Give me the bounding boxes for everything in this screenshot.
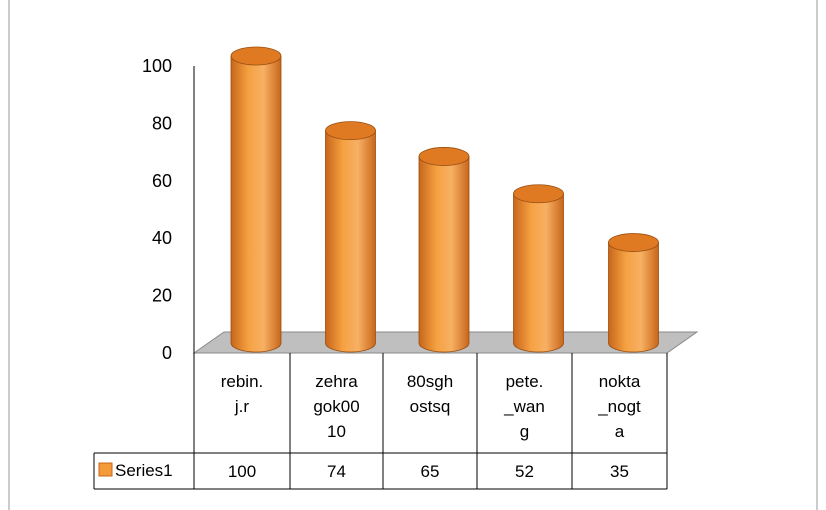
value-label: 65 [421,462,440,481]
category-label: pete. _wan g [503,372,545,441]
bars-group [230,46,659,353]
chart-border [8,0,818,510]
category-label: 80sgh ostsq [407,372,453,416]
value-label: 35 [610,462,629,481]
data-table: Series1 rebin. j.r zehra gok00 10 80sgh ostsq p… [93,353,668,490]
y-tick-label: 40 [152,228,172,248]
y-tick-label: 60 [152,171,172,191]
y-tick-label: 100 [142,56,172,76]
category-label: zehra gok00 10 [313,372,359,441]
value-label: 74 [327,462,346,481]
legend-swatch [98,462,113,477]
y-tick-labels: 0 20 40 60 80 100 [142,56,172,363]
value-label: 100 [228,462,256,481]
value-label: 52 [515,462,534,481]
bar [418,147,470,353]
bar [608,233,659,353]
value-labels: 100 74 65 52 35 [228,462,629,481]
y-tick-label: 0 [162,343,172,363]
bar [325,121,376,353]
series-name-label: Series1 [115,461,173,480]
category-label: rebin. j.r [221,372,264,416]
y-tick-label: 80 [152,113,172,133]
category-label: nokta _nogt a [597,372,641,441]
bar [513,184,564,353]
bar [230,46,282,353]
y-tick-label: 20 [152,286,172,306]
category-labels: rebin. j.r zehra gok00 10 80sgh ostsq pete. _wan… [221,372,641,441]
